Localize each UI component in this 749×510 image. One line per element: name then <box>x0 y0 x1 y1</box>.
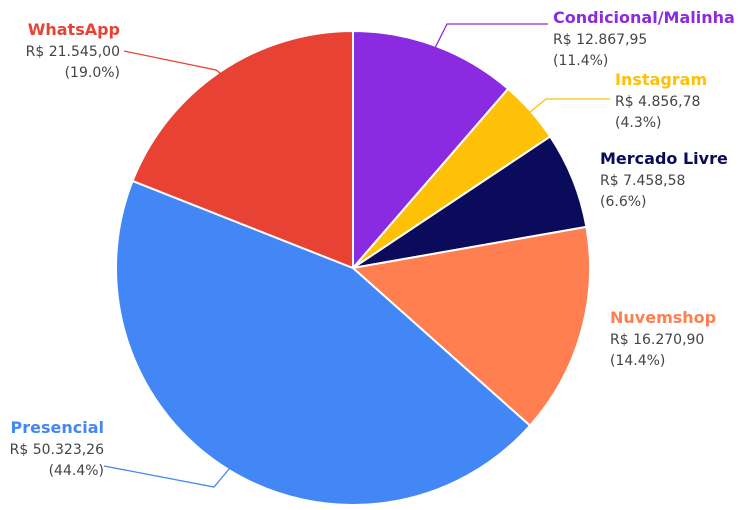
slice-label-percent: (14.4%) <box>610 353 665 369</box>
slice-label-value: R$ 16.270,90 <box>610 332 704 348</box>
slice-label-name: Condicional/Malinha <box>553 8 735 27</box>
slice-label-value: R$ 7.458,58 <box>600 173 685 189</box>
pie-slice-nuvemshop <box>350 225 591 428</box>
slice-label-name: WhatsApp <box>28 20 120 39</box>
slice-labels: Condicional/Malinha R$ 12.867,95 (11.4%) In… <box>10 8 735 479</box>
slice-label-percent: (44.4%) <box>49 463 104 479</box>
leader-line-condicional-malinha <box>434 23 548 49</box>
slice-label-percent: (19.0%) <box>65 65 120 81</box>
slice-label-value: R$ 4.856,78 <box>615 94 700 110</box>
pie-slices <box>115 29 591 506</box>
leader-line-presencial <box>103 465 231 488</box>
leader-line-whatsapp <box>123 50 222 75</box>
slice-label-name: Instagram <box>615 70 707 89</box>
slice-label-name: Mercado Livre <box>600 149 728 168</box>
slice-label-percent: (11.4%) <box>553 53 608 69</box>
leader-lines <box>103 23 610 488</box>
slice-label-value: R$ 50.323,26 <box>10 442 104 458</box>
slice-label-name: Nuvemshop <box>610 308 716 327</box>
slice-label-value: R$ 12.867,95 <box>553 32 647 48</box>
slice-label-percent: (4.3%) <box>615 115 662 131</box>
slice-label-value: R$ 21.545,00 <box>26 44 120 60</box>
leader-line-instagram <box>528 98 610 114</box>
slice-label-name: Presencial <box>11 418 104 437</box>
slice-label-percent: (6.6%) <box>600 194 647 210</box>
